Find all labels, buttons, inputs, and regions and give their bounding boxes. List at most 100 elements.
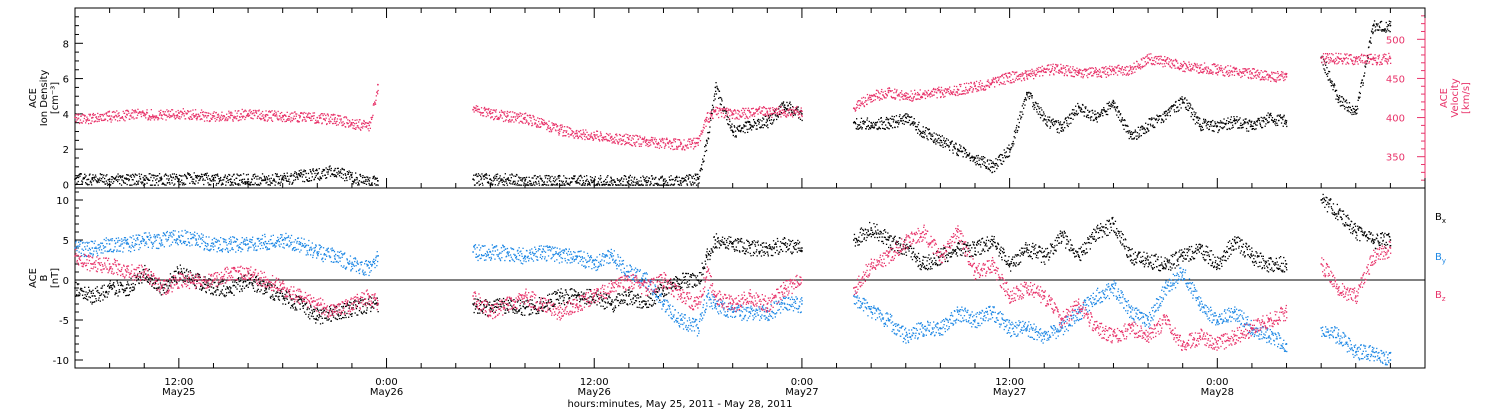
velocity-point [867,94,868,95]
velocity-point [516,113,517,114]
density-point [1381,21,1382,22]
velocity-point [779,113,780,114]
density-point [735,131,736,132]
velocity-point [1082,70,1083,71]
density-point [331,168,332,169]
density-point [1023,108,1024,109]
velocity-point [274,110,275,111]
velocity-point [999,84,1000,85]
velocity-point [1068,70,1069,71]
density-point [549,178,550,179]
density-point [511,177,512,178]
velocity-point [140,114,141,115]
velocity-point [870,101,871,102]
velocity-point [729,118,730,119]
density-point-sample [1009,148,1011,150]
velocity-point [363,123,364,124]
velocity-point [651,139,652,140]
velocity-point [1189,70,1190,71]
velocity-point [976,81,977,82]
density-point [856,118,857,119]
density-point [1255,122,1256,123]
density-point [299,170,300,171]
density-point [1329,78,1330,79]
density-point [724,107,725,108]
velocity-point [1003,83,1004,84]
density-point [598,181,599,182]
density-point [207,173,208,174]
velocity-point [268,119,269,120]
velocity-point [1077,75,1078,76]
velocity-point [506,119,507,120]
density-point [1018,127,1019,128]
density-point [630,175,631,176]
velocity-point [270,111,271,112]
velocity-point [93,113,94,114]
density-point [509,182,510,183]
density-point [498,183,499,184]
velocity-point [350,125,351,126]
velocity-point [1074,76,1075,77]
velocity-point [676,147,677,148]
velocity-point [115,119,116,120]
velocity-point [310,120,311,121]
velocity-point [290,114,291,115]
density-point [242,179,243,180]
velocity-point [730,109,731,110]
velocity-point [909,99,910,100]
density-point [513,175,514,176]
density-point [863,120,864,121]
density-point [225,175,226,176]
density-point [584,185,585,186]
velocity-point [980,87,981,88]
velocity-point [603,138,604,139]
velocity-point [522,123,523,124]
density-point [687,185,688,186]
velocity-point [894,97,895,98]
velocity-point [123,119,124,120]
density-point [1039,108,1040,109]
density-point [501,180,502,181]
velocity-point [671,142,672,143]
density-point [116,176,117,177]
velocity-point [284,121,285,122]
density-point [643,185,644,186]
density-point [1253,128,1254,129]
density-point [1038,114,1039,115]
density-point [264,176,265,177]
density-point [1094,111,1095,112]
density-point [272,174,273,175]
velocity-point [940,96,941,97]
density-point [277,173,278,174]
velocity-point [742,112,743,113]
velocity-point [759,108,760,109]
velocity-point [664,148,665,149]
density-point [716,93,717,94]
density-point [1175,101,1176,102]
density-point [1203,129,1204,130]
velocity-point [708,118,709,119]
velocity-point [187,110,188,111]
density-point [505,179,506,180]
velocity-point [1077,72,1078,73]
density-point [704,146,705,147]
velocity-point [960,84,961,85]
density-point-sample [732,131,734,133]
velocity-point [340,120,341,121]
density-point [1270,113,1271,114]
density-point [1181,96,1182,97]
density-point [766,126,767,127]
density-point [710,120,711,121]
density-point [1227,129,1228,130]
density-point [893,121,894,122]
density-point [679,185,680,186]
density-point [256,178,257,179]
density-point [1119,120,1120,121]
velocity-point [736,117,737,118]
density-point [1229,129,1230,130]
velocity-point [261,113,262,114]
density-point-sample [576,180,578,182]
velocity-point [792,114,793,115]
velocity-point [988,82,989,83]
velocity-point [1118,71,1119,72]
